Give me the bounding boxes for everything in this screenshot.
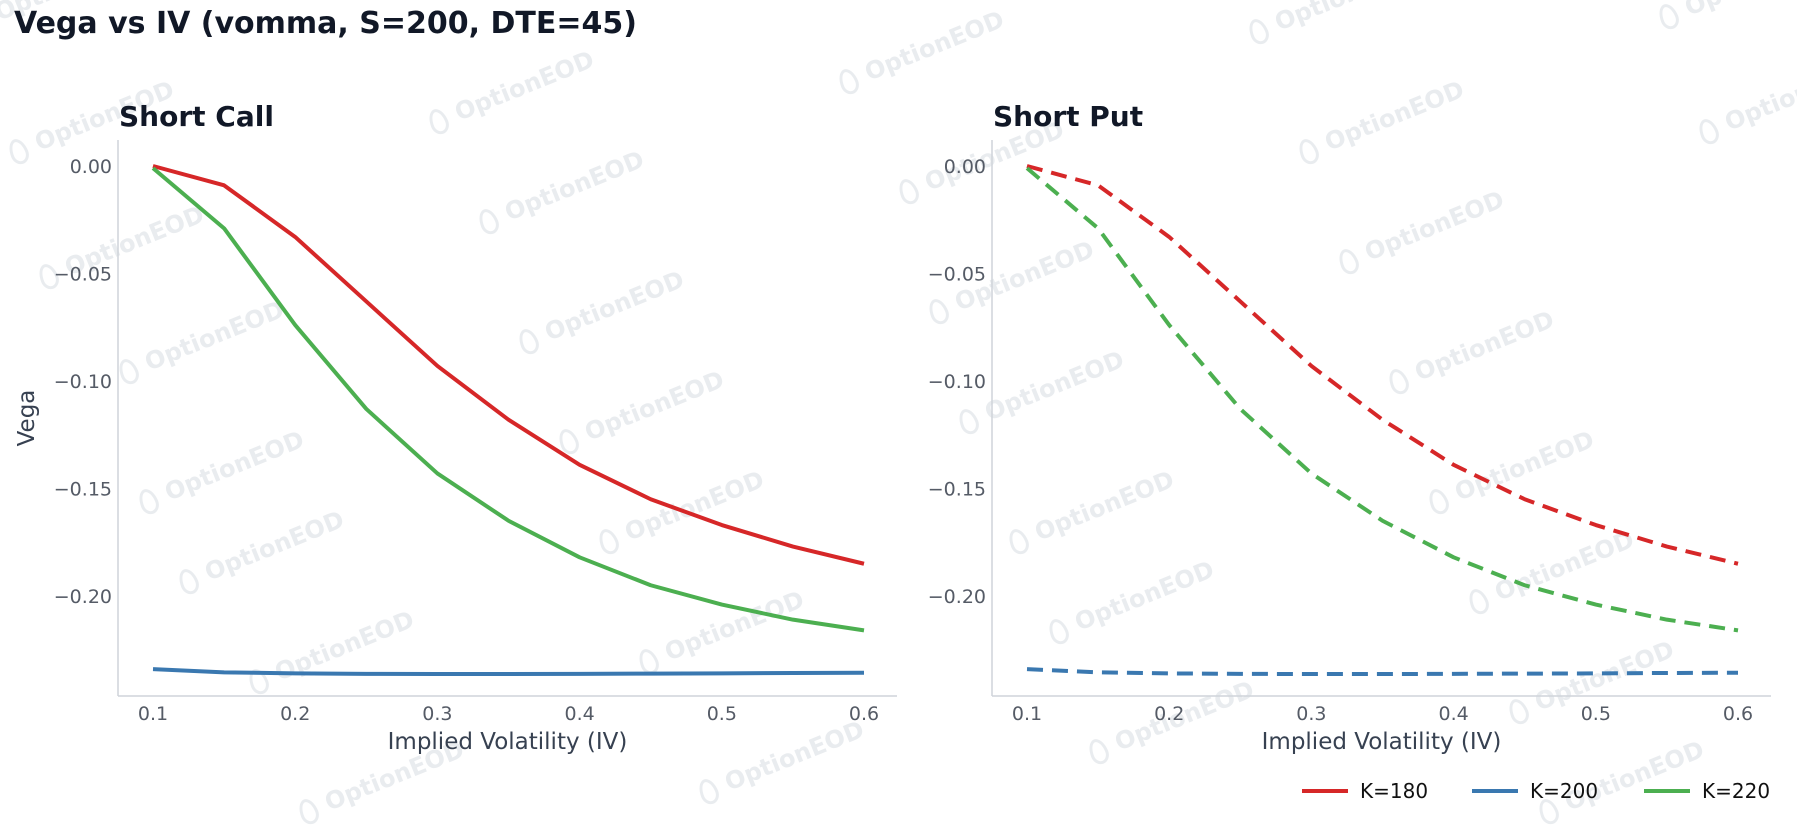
call-series-line-k220 bbox=[151, 166, 865, 633]
call-series-line-k200 bbox=[152, 667, 865, 677]
call-x-tick-label: 0.5 bbox=[707, 703, 737, 725]
put-x-tick-label: 0.1 bbox=[1012, 703, 1042, 725]
call-y-tick-label: −0.10 bbox=[54, 371, 112, 393]
call-x-axis-label: Implied Volatility (IV) bbox=[388, 729, 628, 755]
call-x-tick-label: 0.6 bbox=[849, 703, 879, 725]
call-panel-title: Short Call bbox=[119, 100, 274, 133]
legend-label-k180: K=180 bbox=[1360, 779, 1428, 803]
put-x-axis-label: Implied Volatility (IV) bbox=[1262, 729, 1502, 755]
call-x-tick-label: 0.1 bbox=[138, 703, 168, 725]
put-y-tick-label: −0.05 bbox=[928, 264, 986, 286]
call-x-tick-label: 0.4 bbox=[564, 703, 594, 725]
put-panel-title: Short Put bbox=[993, 100, 1143, 133]
call-y-tick-label: −0.05 bbox=[54, 264, 112, 286]
put-y-tick-label: −0.20 bbox=[928, 586, 986, 608]
put-y-tick-label: −0.10 bbox=[928, 371, 986, 393]
call-x-tick-label: 0.3 bbox=[422, 703, 452, 725]
call-y-tick-label: −0.15 bbox=[54, 479, 112, 501]
legend-label-k220: K=220 bbox=[1702, 779, 1770, 803]
put-series-line-k200 bbox=[1026, 667, 1739, 677]
call-y-tick-label: 0.00 bbox=[70, 156, 112, 178]
put-x-tick-label: 0.3 bbox=[1296, 703, 1326, 725]
legend-label-k200: K=200 bbox=[1530, 779, 1598, 803]
figure-title: Vega vs IV (vomma, S=200, DTE=45) bbox=[14, 6, 637, 41]
put-x-tick-label: 0.6 bbox=[1723, 703, 1753, 725]
call-y-axis-label: Vega bbox=[14, 390, 40, 447]
put-y-tick-label: −0.15 bbox=[928, 479, 986, 501]
put-x-tick-label: 0.4 bbox=[1438, 703, 1468, 725]
put-series-line-k180 bbox=[1026, 164, 1739, 566]
call-y-tick-label: −0.20 bbox=[54, 586, 112, 608]
call-x-tick-label: 0.2 bbox=[280, 703, 310, 725]
call-series-line-k180 bbox=[152, 164, 865, 566]
put-y-tick-label: 0.00 bbox=[944, 156, 986, 178]
put-series-line-k220 bbox=[1025, 166, 1739, 633]
put-x-tick-label: 0.2 bbox=[1154, 703, 1184, 725]
put-x-tick-label: 0.5 bbox=[1581, 703, 1611, 725]
